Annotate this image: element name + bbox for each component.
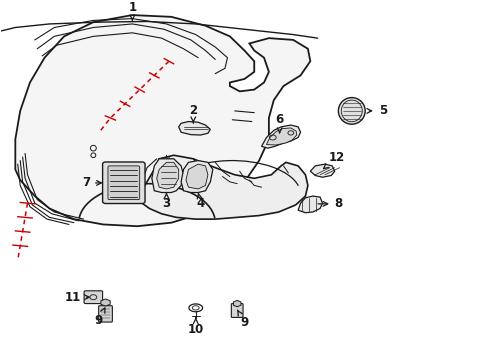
Polygon shape	[261, 125, 300, 148]
Text: 9: 9	[94, 308, 105, 328]
Text: 11: 11	[64, 291, 89, 304]
Ellipse shape	[338, 98, 365, 124]
Text: 1: 1	[128, 1, 136, 20]
Text: 2: 2	[189, 104, 197, 123]
Polygon shape	[101, 299, 110, 306]
Polygon shape	[178, 122, 210, 135]
Text: 3: 3	[162, 194, 170, 210]
Text: 12: 12	[323, 151, 345, 168]
Polygon shape	[310, 164, 334, 177]
Polygon shape	[298, 196, 322, 213]
Text: 10: 10	[187, 318, 203, 336]
Polygon shape	[152, 159, 183, 193]
FancyBboxPatch shape	[84, 291, 102, 303]
Text: 5: 5	[366, 104, 386, 117]
Text: 4: 4	[196, 194, 204, 210]
Polygon shape	[15, 15, 310, 226]
Polygon shape	[157, 162, 178, 189]
Text: 9: 9	[237, 310, 248, 329]
FancyBboxPatch shape	[231, 303, 243, 318]
Polygon shape	[233, 300, 241, 307]
Text: 7: 7	[82, 176, 101, 189]
FancyBboxPatch shape	[108, 166, 140, 199]
Polygon shape	[266, 128, 296, 145]
Text: 8: 8	[317, 197, 342, 210]
Polygon shape	[140, 155, 307, 219]
Polygon shape	[185, 164, 207, 189]
Polygon shape	[181, 161, 212, 193]
FancyBboxPatch shape	[102, 162, 145, 203]
FancyBboxPatch shape	[99, 306, 112, 322]
Text: 6: 6	[275, 113, 283, 132]
